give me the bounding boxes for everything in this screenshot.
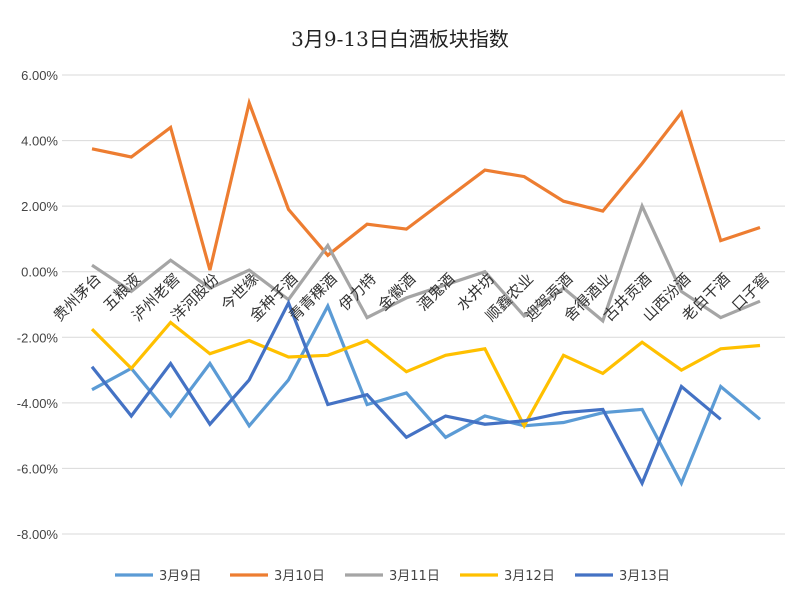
series-line-0 xyxy=(91,302,762,487)
gridlines xyxy=(62,74,785,535)
legend-item: 3月10日 xyxy=(230,569,325,584)
y-axis-ticks: 6.00% 4.00% 2.00% 0.00% -2.00% -4.00% -6.00% -8… xyxy=(17,68,59,542)
legend-label: 3月13日 xyxy=(619,569,670,584)
legend-label: 3月11日 xyxy=(389,569,440,584)
legend-item: 3月12日 xyxy=(460,569,555,584)
x-tick-label: 伊力特 xyxy=(335,270,380,315)
y-tick-label: -4.00% xyxy=(17,396,59,411)
legend: 3月9日 3月10日 3月11日 3月12日 3月13日 xyxy=(115,569,670,584)
legend-label: 3月10日 xyxy=(274,569,325,584)
series-lines xyxy=(90,97,762,487)
y-tick-label: -8.00% xyxy=(17,527,59,542)
legend-item: 3月11日 xyxy=(345,569,440,584)
y-tick-label: 4.00% xyxy=(21,134,58,149)
chart-title: 3月9-13日白酒板块指数 xyxy=(291,27,509,51)
series-line-2 xyxy=(91,201,761,324)
legend-item: 3月9日 xyxy=(115,569,202,584)
legend-label: 3月12日 xyxy=(504,569,555,584)
y-tick-label: -6.00% xyxy=(17,461,59,476)
y-tick-label: 6.00% xyxy=(21,68,58,83)
y-tick-label: 0.00% xyxy=(21,265,58,280)
legend-label: 3月9日 xyxy=(159,569,202,584)
x-tick-label: 金徽酒 xyxy=(375,270,420,315)
series-line-3 xyxy=(90,320,761,430)
series-line-1 xyxy=(91,97,761,271)
y-tick-label: -2.00% xyxy=(17,330,59,345)
y-tick-label: 2.00% xyxy=(21,199,58,214)
x-tick-label: 口子窖 xyxy=(728,270,773,315)
legend-item: 3月13日 xyxy=(575,569,670,584)
